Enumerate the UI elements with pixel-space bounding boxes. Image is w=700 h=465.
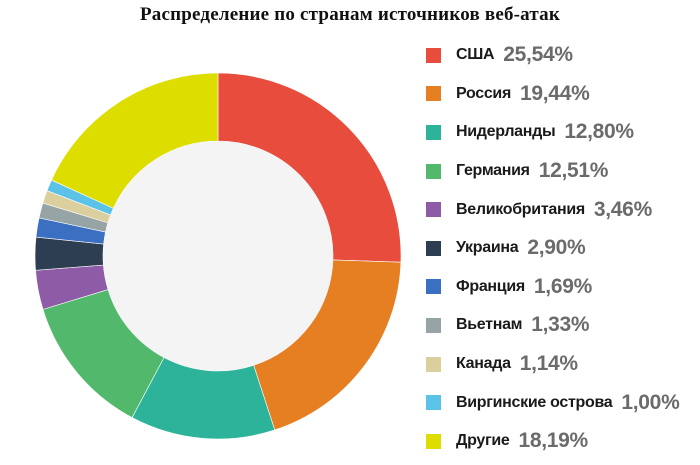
legend-swatch — [426, 240, 441, 256]
legend-item-5: Великобритания 3,46% — [426, 190, 679, 229]
legend-value: 19,44% — [520, 81, 590, 105]
legend-value: 25,54% — [503, 43, 573, 67]
legend-label: Украина — [456, 239, 519, 257]
legend-item-4: Германия 12,51% — [426, 152, 679, 191]
legend-item-2: Россия 19,44% — [426, 75, 679, 114]
legend-label: Германия — [456, 162, 530, 180]
legend-item-1: США 25,54% — [426, 36, 679, 75]
chart-legend: США 25,54% Россия 19,44% Нидерланды 12,80% Гер… — [426, 36, 680, 461]
legend-item-11: Другие 18,19% — [426, 422, 679, 461]
legend-label: Россия — [456, 84, 512, 102]
legend-swatch — [426, 395, 441, 411]
legend-item-10: Виргинские острова 1,00% — [426, 383, 680, 422]
legend-swatch — [426, 47, 441, 63]
legend-swatch — [426, 86, 441, 102]
donut-hole — [103, 141, 333, 371]
legend-swatch — [426, 124, 441, 140]
legend-swatch — [426, 317, 441, 333]
legend-swatch — [426, 279, 441, 295]
legend-label: Нидерланды — [456, 123, 556, 141]
legend-label: Канада — [456, 355, 511, 373]
legend-label: Другие — [456, 432, 510, 450]
legend-item-8: Вьетнам 1,33% — [426, 306, 679, 345]
legend-value: 1,69% — [533, 274, 592, 298]
legend-swatch — [426, 356, 441, 372]
legend-item-7: Франция 1,69% — [426, 268, 679, 307]
legend-label: Великобритания — [456, 200, 585, 218]
legend-label: Вьетнам — [456, 316, 523, 334]
legend-value: 18,19% — [518, 429, 588, 453]
legend-swatch — [426, 433, 441, 449]
legend-item-3: Нидерланды 12,80% — [426, 113, 679, 152]
legend-item-9: Канада 1,14% — [426, 345, 679, 384]
legend-value: 2,90% — [527, 236, 586, 260]
legend-swatch — [426, 163, 441, 179]
legend-label: Виргинские острова — [456, 393, 613, 411]
legend-value: 1,33% — [531, 313, 590, 337]
legend-label: США — [456, 46, 495, 64]
legend-value: 12,51% — [538, 159, 609, 183]
legend-item-6: Украина 2,90% — [426, 229, 679, 268]
legend-value: 3,46% — [593, 197, 652, 221]
legend-value: 1,14% — [519, 352, 578, 376]
slice-1 — [217, 72, 402, 263]
chart-title: Распределение по странам источников веб-… — [139, 4, 560, 25]
legend-swatch — [426, 202, 441, 218]
legend-value: 12,80% — [564, 120, 634, 144]
legend-value: 1,00% — [621, 390, 680, 414]
legend-label: Франция — [456, 277, 525, 295]
